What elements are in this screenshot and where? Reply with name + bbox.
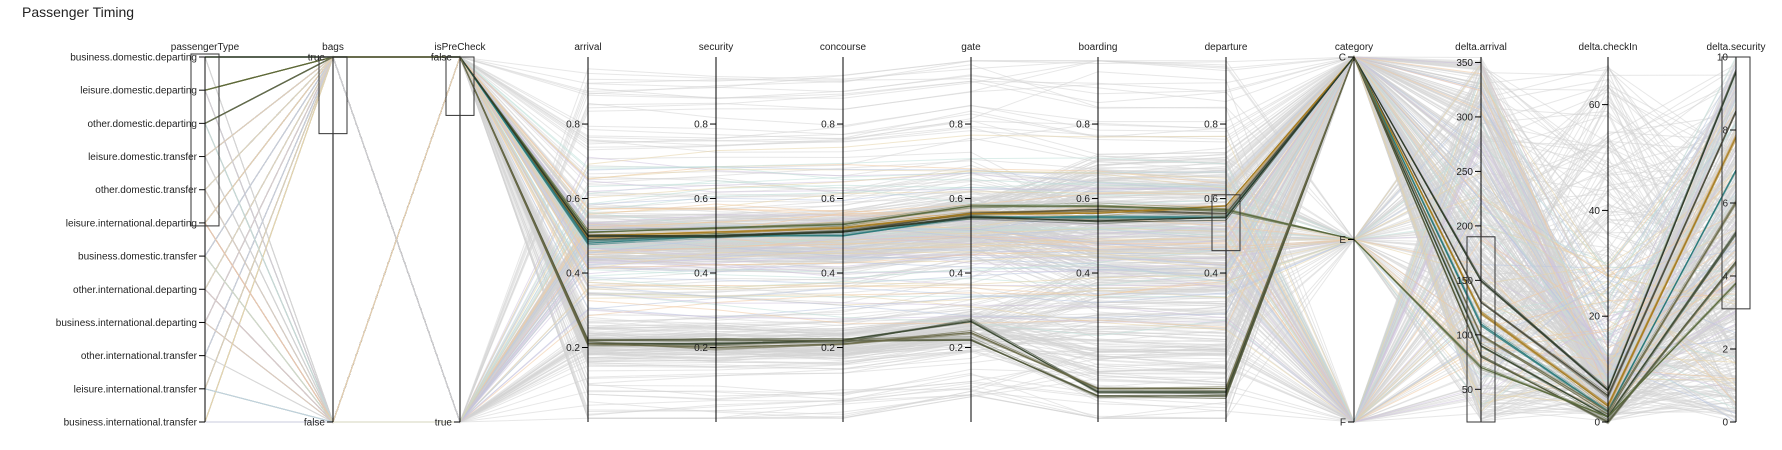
tick-label: false (304, 418, 326, 429)
tick-label: 8 (1722, 126, 1728, 137)
tick-label: 4 (1722, 272, 1728, 283)
axis-boarding: boarding 0.4 0.6 0.8 (1076, 42, 1117, 422)
axis-title: departure (1205, 42, 1248, 53)
tick-label: business.international.departing (56, 318, 197, 329)
tick-label: 300 (1456, 112, 1473, 123)
tick-label: other.domestic.transfer (95, 185, 197, 196)
axis-title: security (699, 42, 733, 53)
axis-departure: departure 0.4 0.6 0.8 (1204, 42, 1248, 422)
tick-label: 50 (1462, 385, 1474, 396)
tick-label: 200 (1456, 221, 1473, 232)
axis-title: delta.checkIn (1579, 42, 1638, 53)
tick-label: E (1339, 235, 1346, 246)
tick-label: 0.8 (821, 120, 835, 131)
tick-label: 0.8 (1076, 120, 1090, 131)
tick-label: 60 (1589, 100, 1601, 111)
tick-label: C (1339, 53, 1346, 64)
axis-delta-arrival: delta.arrival 50 100 150 200 250 300 350 (1455, 42, 1507, 423)
tick-label: 0 (1594, 418, 1600, 429)
tick-label: leisure.international.transfer (74, 384, 198, 395)
tick-label: 0.2 (949, 343, 963, 354)
tick-label: 0.4 (1076, 269, 1090, 280)
tick-label: 0.8 (566, 120, 580, 131)
tick-label: 0.4 (821, 269, 835, 280)
tick-label: 100 (1456, 330, 1473, 341)
tick-label: 0.4 (1204, 269, 1218, 280)
axis-title: boarding (1079, 42, 1118, 53)
tick-label: 0.4 (566, 269, 580, 280)
axis-title: concourse (820, 42, 867, 53)
tick-label: 0 (1722, 418, 1728, 429)
axis-security: security 0.2 0.4 0.6 0.8 (694, 42, 733, 422)
tick-label: 250 (1456, 167, 1473, 178)
tick-label: other.domestic.departing (87, 119, 197, 130)
tick-label: 2 (1722, 345, 1728, 356)
tick-label: business.international.transfer (64, 418, 198, 429)
tick-label: 6 (1722, 199, 1728, 210)
tick-label: 0.6 (949, 194, 963, 205)
tick-label: 0.8 (949, 120, 963, 131)
tick-label: 20 (1589, 312, 1601, 323)
axis-title: gate (961, 42, 981, 53)
tick-label: false (431, 53, 453, 64)
tick-label: 0.6 (1076, 194, 1090, 205)
tick-label: leisure.international.departing (66, 218, 197, 229)
tick-label: 150 (1456, 276, 1473, 287)
axis-title: bags (322, 42, 344, 53)
brush-extent (445, 56, 475, 116)
tick-label: business.domestic.transfer (78, 252, 198, 263)
axes: passengerTypebusiness.domestic.departing… (56, 42, 1766, 429)
tick-label: leisure.domestic.departing (80, 86, 197, 97)
tick-label: 40 (1589, 206, 1601, 217)
tick-label: 0.8 (694, 120, 708, 131)
tick-label: 0.4 (694, 269, 708, 280)
tick-label: other.international.departing (73, 285, 197, 296)
axis-title: delta.security (1707, 42, 1766, 53)
axis-title: arrival (574, 42, 601, 53)
tick-label: other.international.transfer (81, 351, 198, 362)
tick-label: 0.8 (1204, 120, 1218, 131)
tick-label: 0.2 (566, 343, 580, 354)
tick-label: leisure.domestic.transfer (88, 152, 198, 163)
tick-label: true (435, 418, 453, 429)
brush-extent (190, 53, 220, 227)
axis-delta-security: delta.security 0 2 4 6 8 10 (1707, 42, 1766, 429)
tick-label: 0.2 (821, 343, 835, 354)
brush-extent (1721, 56, 1751, 310)
tick-label: true (308, 53, 326, 64)
axis-arrival: arrival 0.2 0.4 0.6 0.8 (566, 42, 602, 422)
axis-concourse: concourse 0.2 0.4 0.6 0.8 (820, 42, 867, 422)
tick-label: 350 (1456, 58, 1473, 69)
axis-delta-checkin: delta.checkIn 0 20 40 60 (1579, 42, 1638, 429)
tick-label: 0.6 (566, 194, 580, 205)
axis-title: delta.arrival (1455, 42, 1507, 53)
tick-label: 0.6 (821, 194, 835, 205)
tick-label: 0.4 (949, 269, 963, 280)
tick-label: 0.6 (1204, 194, 1218, 205)
tick-label: 0.6 (694, 194, 708, 205)
axis-passengertype: passengerTypebusiness.domestic.departing… (56, 42, 240, 429)
axis-gate: gate 0.2 0.4 0.6 0.8 (949, 42, 981, 422)
tick-label: 10 (1717, 53, 1729, 64)
brush-extent (1466, 236, 1496, 423)
brush-extent (318, 56, 348, 135)
tick-label: 0.2 (694, 343, 708, 354)
chart-title: Passenger Timing (22, 4, 135, 20)
tick-label: F (1340, 418, 1346, 429)
axis-title: category (1335, 42, 1373, 53)
brush-extent (1211, 194, 1241, 252)
tick-label: business.domestic.departing (70, 53, 197, 64)
axis-title: isPreCheck (434, 42, 486, 53)
axis-title: passengerType (171, 42, 240, 53)
